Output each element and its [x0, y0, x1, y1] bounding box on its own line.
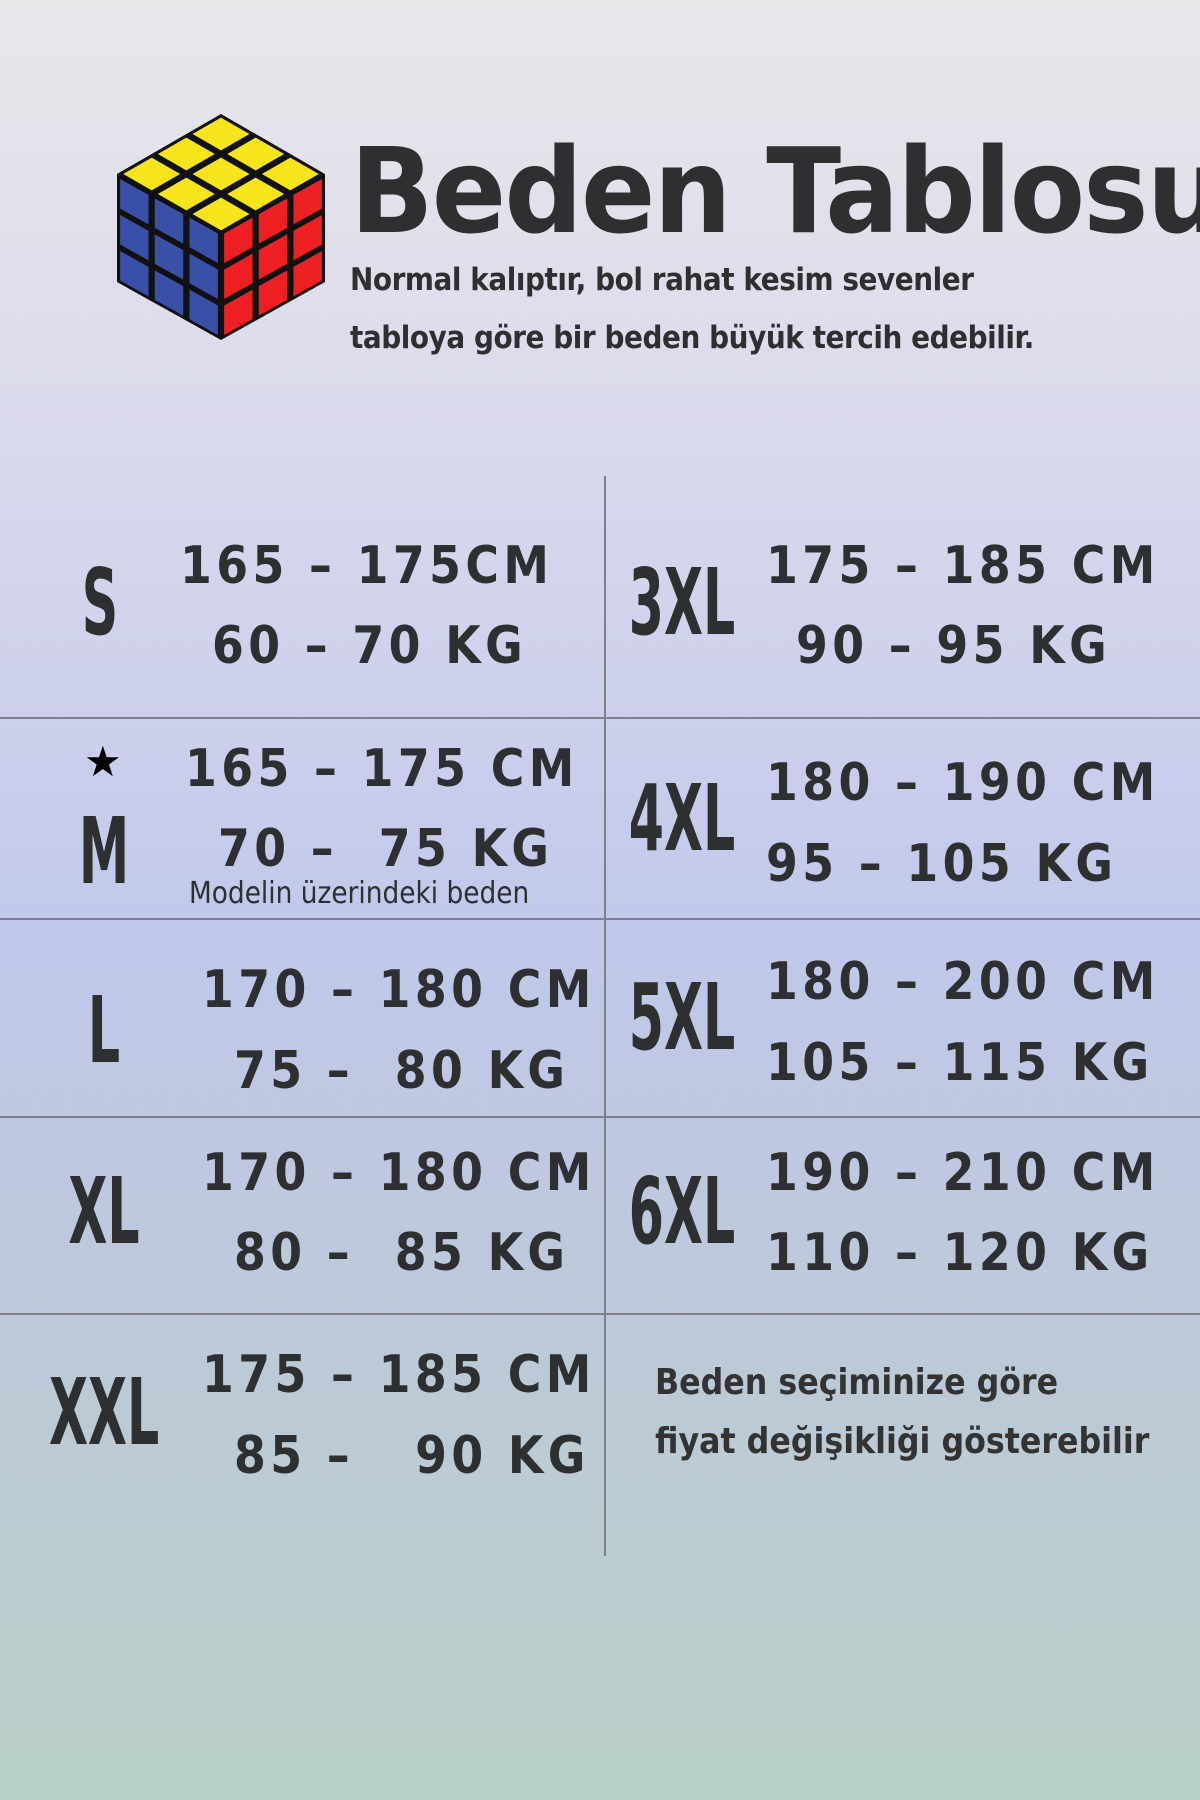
cube-sticker — [120, 214, 149, 261]
height-range: 180 – 200 CM — [766, 952, 1160, 1012]
height-range: 165 – 175CM — [180, 536, 554, 596]
star-icon: ★ — [84, 737, 122, 786]
cube-sticker — [293, 214, 322, 261]
size-label: 6XL — [628, 1158, 736, 1265]
cube-sticker — [157, 177, 215, 211]
size-label: XXL — [49, 1359, 160, 1466]
height-range: 170 – 180 CM — [202, 960, 596, 1020]
size-label: 5XL — [628, 964, 736, 1071]
rubiks-cube-icon — [117, 114, 325, 340]
cube-sticker — [224, 253, 253, 300]
size-label: 3XL — [628, 549, 736, 656]
height-range: 190 – 210 CM — [766, 1143, 1160, 1203]
weight-range: 60 – 70 KG — [212, 616, 528, 676]
cube-sticker — [227, 137, 285, 171]
price-note-line-2: fiyat değişikliği gösterebilir — [655, 1421, 1150, 1462]
row-divider — [0, 1116, 1200, 1118]
cube-sticker — [293, 178, 322, 225]
cube-sticker — [224, 289, 253, 336]
cube-sticker — [120, 250, 149, 297]
subtitle-line-2: tabloya göre bir beden büyük tercih edeb… — [350, 320, 1034, 356]
cube-sticker — [189, 289, 218, 336]
row-divider — [0, 717, 1200, 719]
weight-range: 110 – 120 KG — [766, 1223, 1154, 1283]
weight-range: 95 – 105 KG — [766, 834, 1118, 894]
cube-sticker — [261, 157, 319, 191]
size-label: S — [81, 549, 119, 656]
cube-sticker — [293, 250, 322, 297]
weight-range: 70 – 75 KG — [218, 819, 554, 879]
height-range: 165 – 175 CM — [185, 739, 579, 799]
cube-sticker — [157, 137, 215, 171]
size-label: M — [78, 798, 130, 905]
height-range: 175 – 185 CM — [766, 536, 1160, 596]
height-range: 175 – 185 CM — [202, 1345, 596, 1405]
weight-range: 80 – 85 KG — [234, 1223, 570, 1283]
cube-sticker — [258, 270, 288, 316]
row-divider — [0, 918, 1200, 920]
cube-sticker — [154, 234, 184, 280]
page-title: Beden Tablosu — [350, 122, 1200, 260]
cube-sticker — [227, 177, 285, 211]
weight-range: 90 – 95 KG — [796, 616, 1112, 676]
cube-sticker — [192, 197, 250, 231]
size-label: 4XL — [628, 765, 736, 872]
price-note-line-1: Beden seçiminize göre — [655, 1362, 1059, 1403]
cube-sticker — [192, 157, 250, 191]
cube-sticker — [258, 198, 288, 244]
row-divider — [0, 1313, 1200, 1315]
model-size-note: Modelin üzerindeki beden — [189, 876, 530, 911]
cube-sticker — [189, 253, 218, 300]
weight-range: 105 – 115 KG — [766, 1033, 1154, 1093]
cube-sticker — [120, 178, 149, 225]
height-range: 180 – 190 CM — [766, 753, 1160, 813]
weight-range: 85 – 90 KG — [234, 1426, 590, 1486]
size-label: L — [87, 977, 121, 1084]
cube-sticker — [192, 117, 250, 151]
cube-sticker — [224, 217, 253, 264]
cube-sticker — [154, 270, 184, 316]
subtitle-line-1: Normal kalıptır, bol rahat kesim sevenle… — [350, 262, 974, 298]
cube-sticker — [154, 198, 184, 244]
cube-sticker — [189, 217, 218, 264]
height-range: 170 – 180 CM — [202, 1143, 596, 1203]
size-label: XL — [68, 1158, 140, 1265]
table-divider-vertical — [604, 476, 606, 1556]
cube-sticker — [258, 234, 288, 280]
weight-range: 75 – 80 KG — [234, 1041, 570, 1101]
